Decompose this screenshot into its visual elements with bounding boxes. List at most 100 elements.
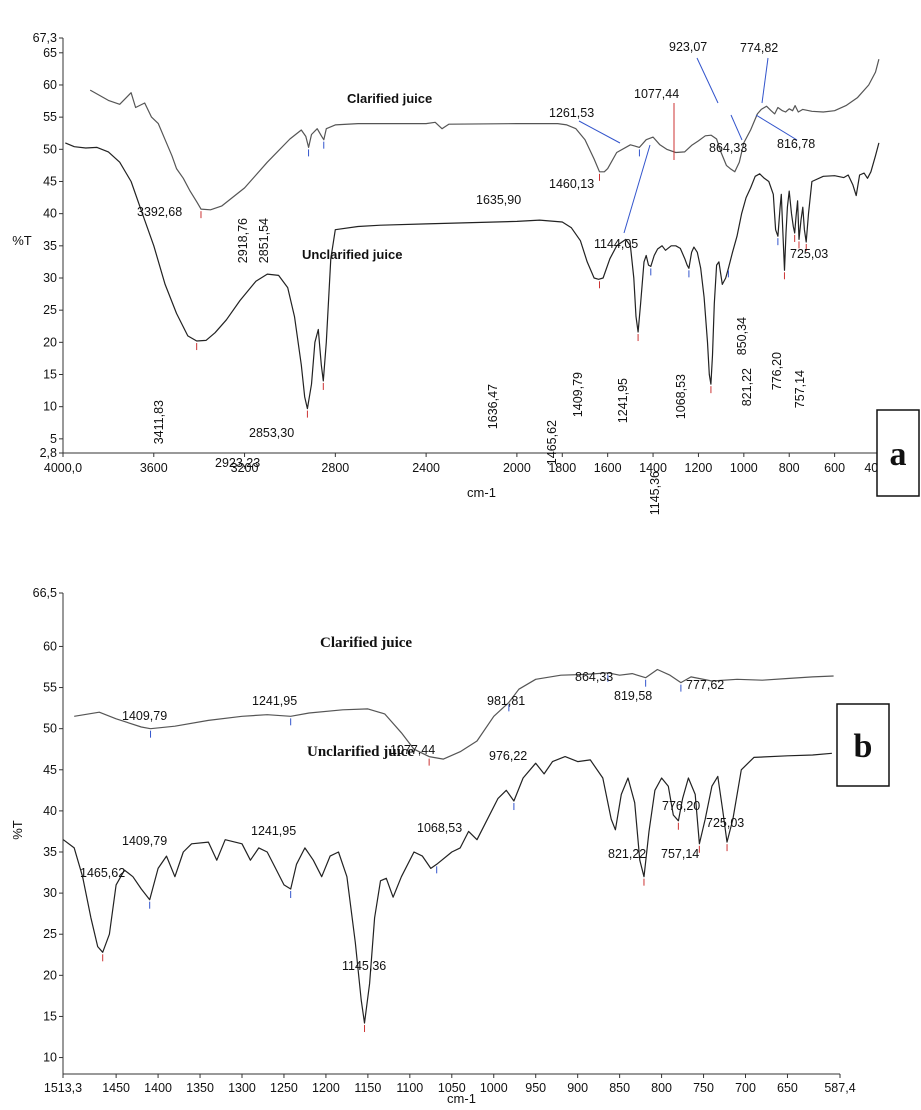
peak-label: 1409,79 [122,834,167,848]
x-tick-label: 800 [779,461,800,475]
y-tick-label: 45 [43,174,57,188]
x-tick-label: 2000 [503,461,531,475]
x-tick-label: 1800 [548,461,576,475]
series-line-unclarified [62,752,832,1024]
y-tick-label: 40 [43,804,57,818]
y-tick-label: 45 [43,763,57,777]
x-tick-label: 1150 [354,1081,381,1095]
peak-label: 1460,13 [549,177,594,191]
peak-label: 1409,79 [571,372,585,417]
peak-label: 816,78 [777,137,815,151]
x-tick-label: 900 [567,1081,588,1095]
peak-label: 725,03 [706,816,744,830]
peak-label: 757,14 [793,370,807,408]
peak-label: 3411,83 [152,400,166,444]
x-tick-label: 3600 [140,461,168,475]
y-tick-label: 50 [43,142,57,156]
panel-letter: b [854,728,873,765]
peak-label: 981,81 [487,694,525,708]
x-tick-label: 650 [777,1081,798,1095]
x-tick-label: 600 [824,461,845,475]
y-tick-label: 35 [43,845,57,859]
peak-label: 1068,53 [417,821,462,835]
peak-label: 1465,62 [545,420,559,465]
x-tick-label: 800 [651,1081,672,1095]
peak-label: 1077,44 [390,743,435,757]
peak-label: 821,22 [608,847,646,861]
y-tick-label: 65 [43,46,57,60]
x-tick-label: 1350 [186,1081,214,1095]
series-line-clarified [89,59,880,211]
peak-label: 864,33 [709,141,747,155]
series-label: Unclarified juice [307,744,414,760]
peak-label: 1261,53 [549,106,594,120]
y-tick-label: 15 [43,1009,57,1023]
y-tick-label: 25 [43,303,57,317]
peak-label: 2853,30 [249,426,294,440]
peak-label: 850,34 [735,317,749,355]
peak-label: 864,33 [575,670,613,684]
x-tick-label: 1100 [396,1081,423,1095]
x-tick-label: 700 [735,1081,756,1095]
x-tick-label: 1300 [228,1081,256,1095]
y-tick-label: 55 [43,681,57,695]
peak-label: 1145,36 [648,471,662,515]
series-line-unclarified [65,142,880,410]
x-tick-label: 1200 [685,461,713,475]
peak-marker [761,57,769,104]
panel-letter-box [876,409,920,497]
peak-label: 757,14 [661,847,699,861]
panel-b: 10 15 20 25 30 35 40 45 50 55 60 66,5 1513,3 1450 1400… [10,586,890,1106]
x-tick-label: 850 [609,1081,630,1095]
x-tick-label: 1050 [438,1081,466,1095]
peak-label: 1077,44 [634,87,679,101]
y-tick-label: 60 [43,639,57,653]
y-tick-label: 66,5 [33,586,57,600]
peak-label: 3392,68 [137,205,182,219]
peak-label: 776,20 [662,799,700,813]
y-tick-label: 40 [43,207,57,221]
x-tick-label: 1450 [102,1081,130,1095]
peak-label: 821,22 [740,368,754,406]
x-tick-label: 1000 [730,461,758,475]
peak-label: 1241,95 [616,378,630,423]
peak-marker [696,57,719,104]
peak-label: 1241,95 [252,694,297,708]
x-axis-title: cm-1 [447,1091,476,1106]
x-tick-label: 2800 [321,461,349,475]
panel-letter-box [836,703,890,787]
peak-marker [755,114,798,141]
series-label: Clarified juice [347,91,432,106]
x-tick-label: 750 [693,1081,714,1095]
peak-label: 976,22 [489,749,527,763]
y-tick-label: 55 [43,110,57,124]
y-axis-title: %T [12,233,32,248]
peak-label: 1465,62 [80,866,125,880]
peak-marker [730,114,743,141]
x-tick-label: 1250 [270,1081,298,1095]
y-tick-label: 25 [43,927,57,941]
y-tick-label: 30 [43,271,57,285]
peak-label: 1068,53 [674,374,688,419]
y-tick-label: 10 [43,1051,57,1065]
series-line-clarified [74,668,834,760]
peak-label: 1144,05 [594,237,638,251]
peak-label: 776,20 [770,352,784,390]
y-tick-label: 20 [43,968,57,982]
peak-label: 774,82 [740,41,778,55]
x-tick-label: 1400 [639,461,667,475]
series-label: Clarified juice [320,635,412,651]
x-tick-label: 1000 [480,1081,508,1095]
x-tick-label: 3200 [231,461,259,475]
peak-label: 777,62 [686,678,724,692]
series-label: Unclarified juice [302,247,402,262]
peak-marker [578,120,621,144]
peak-label: 1635,90 [476,193,521,207]
peak-label: 2918,76 [236,218,250,263]
y-tick-label: 20 [43,335,57,349]
y-tick-label: 15 [43,368,57,382]
x-axis-title: cm-1 [467,485,496,500]
y-tick-label: 10 [43,400,57,414]
y-tick-label: 60 [43,78,57,92]
x-tick-label: 1200 [312,1081,340,1095]
